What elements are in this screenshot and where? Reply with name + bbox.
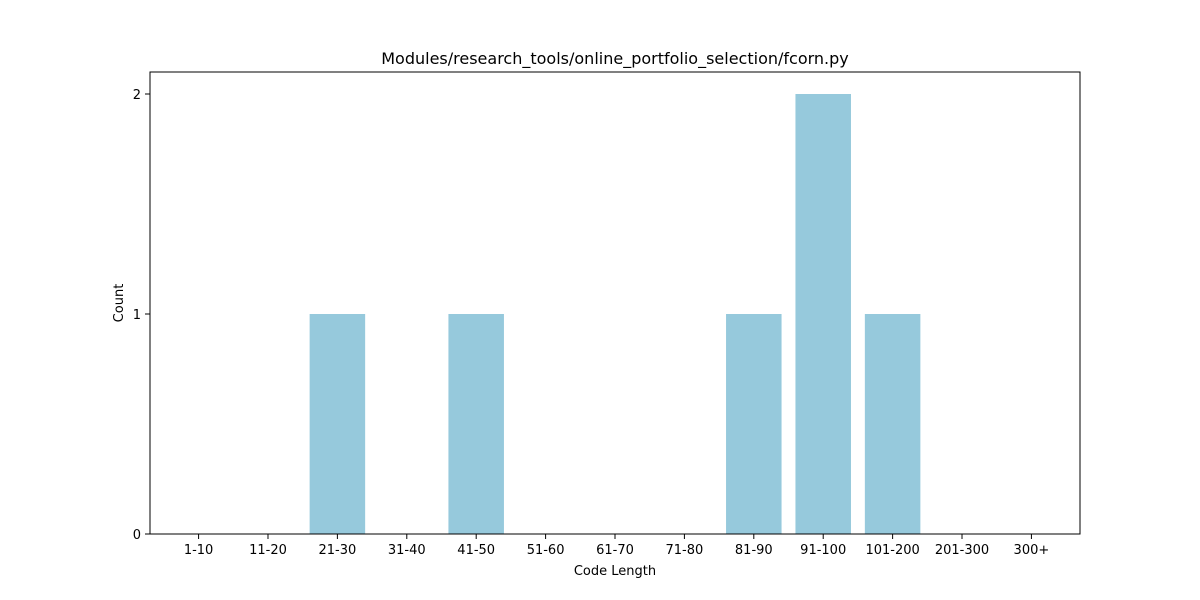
plot-area (149, 71, 1081, 535)
y-axis: 0 1 2 (133, 88, 150, 543)
x-tick-label: 11-20 (249, 543, 287, 558)
y-tick-label: 2 (133, 88, 141, 103)
bar-21-30 (309, 314, 366, 534)
x-tick-label: 71-80 (666, 543, 704, 558)
bars-layer (309, 94, 921, 534)
y-tick-label: 1 (133, 308, 141, 323)
x-tick-label: 41-50 (457, 543, 495, 558)
bar-91-100 (795, 94, 851, 534)
bar-41-50 (448, 314, 504, 534)
bar-81-90 (726, 314, 782, 534)
x-tick-label: 51-60 (527, 543, 565, 558)
x-tick-label: 101-200 (865, 543, 919, 558)
chart-title: Modules/research_tools/online_portfolio_… (381, 49, 849, 69)
x-tick-label: 201-300 (935, 543, 989, 558)
x-tick-label: 300+ (1014, 543, 1050, 558)
y-axis-label: Count (112, 284, 127, 323)
x-axis: 1-10 11-20 21-30 31-40 41-50 51-60 61-70 71-80 8… (184, 534, 1049, 558)
x-axis-label: Code Length (574, 564, 656, 579)
x-tick-label: 91-100 (800, 543, 846, 558)
bar-101-200 (864, 314, 921, 534)
x-tick-label: 61-70 (596, 543, 634, 558)
x-tick-label: 81-90 (735, 543, 773, 558)
y-tick-label: 0 (133, 528, 141, 543)
x-tick-label: 31-40 (388, 543, 426, 558)
x-tick-label: 1-10 (184, 543, 214, 558)
x-tick-label: 21-30 (318, 543, 356, 558)
